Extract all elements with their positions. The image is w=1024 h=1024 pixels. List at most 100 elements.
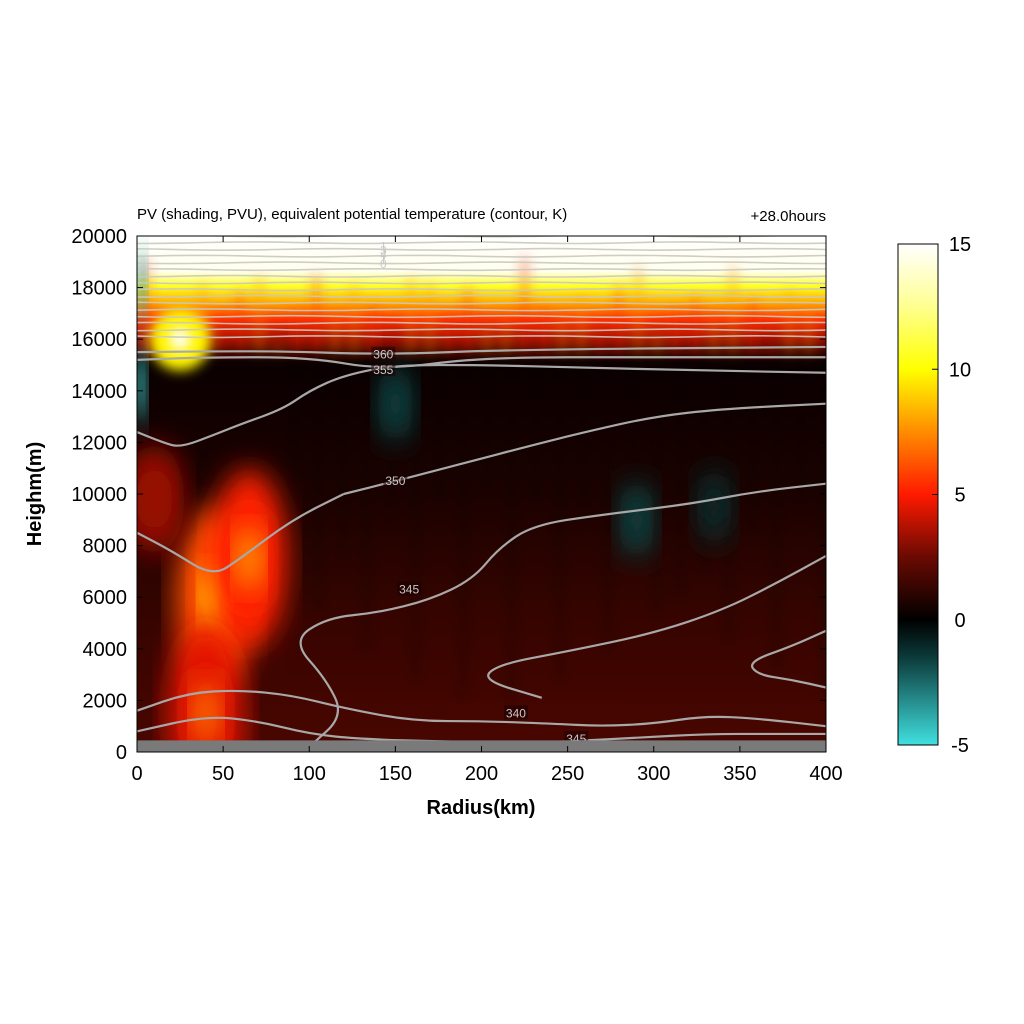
contour-label: 355 — [373, 363, 393, 377]
pv-feature — [169, 328, 191, 351]
pv-dark-streak — [292, 365, 298, 603]
theta-e-contour-upper — [137, 294, 826, 298]
time-label: +28.0hours — [751, 208, 826, 225]
pv-dark-streak — [822, 365, 826, 695]
pv-feature — [137, 361, 145, 410]
contour-label-upper: 3 — [380, 244, 387, 258]
colorbar-tick-label: 0 — [954, 610, 965, 632]
theta-e-contour-upper — [137, 314, 826, 319]
x-tick-label: 350 — [723, 763, 756, 785]
colorbar-tick-label: 15 — [949, 234, 971, 256]
x-tick-label: 50 — [212, 763, 234, 785]
pv-dark-streak — [557, 365, 563, 683]
theta-e-contour — [137, 493, 345, 573]
colorbar-ticks: -5 0 5 10 15 — [932, 234, 971, 757]
pv-feature — [625, 495, 648, 544]
chart-title: PV (shading, PVU), equivalent potential … — [137, 206, 567, 223]
pv-streak — [654, 334, 661, 355]
pv-dark-streak — [460, 365, 466, 699]
theta-e-contour-upper — [137, 334, 826, 339]
contour-label: 350 — [385, 474, 405, 488]
theta-e-contour — [299, 482, 826, 748]
colorbar-gradient — [897, 243, 939, 746]
y-tick-label: 0 — [116, 742, 127, 764]
pv-streak — [767, 344, 774, 355]
colorbar-tick-label: -5 — [951, 735, 969, 757]
x-tick-label: 300 — [637, 763, 670, 785]
colorbar: -5 0 5 10 15 — [897, 234, 971, 757]
theta-e-contour — [137, 363, 826, 447]
pv-dark-streak — [412, 365, 418, 682]
y-tick-label: 8000 — [83, 536, 128, 558]
pv-dark-streak — [533, 365, 539, 502]
contour-label: 360 — [373, 348, 393, 362]
contour-label-upper: 0 — [380, 257, 387, 271]
y-tick-label: 18000 — [71, 278, 127, 300]
pv-dark-streak — [677, 365, 683, 601]
contour-label-bg — [503, 705, 528, 720]
x-axis: 0 50 100 150 200 250 300 350 400 — [131, 236, 843, 785]
theta-e-contour-upper — [137, 321, 826, 325]
pv-dark-streak — [701, 365, 707, 574]
pv-dark-streak — [581, 365, 587, 526]
y-tick-label: 6000 — [83, 587, 128, 609]
y-axis: 0 2000 4000 6000 8000 10000 12000 14000 16000 180… — [71, 226, 826, 764]
pv-streak — [578, 294, 585, 355]
contour-label-bg — [371, 362, 396, 377]
x-tick-label: 150 — [379, 763, 412, 785]
pv-feature — [235, 527, 263, 590]
y-tick-label: 14000 — [71, 381, 127, 403]
y-tick-label: 20000 — [71, 226, 127, 248]
pv-dark-streak — [484, 365, 490, 495]
pv-feature — [703, 482, 725, 531]
colorbar-tick-label: 5 — [954, 485, 965, 507]
theta-e-contour — [137, 345, 826, 355]
pv-feature — [384, 379, 407, 428]
pv-streak — [597, 331, 604, 355]
y-tick-label: 2000 — [83, 690, 128, 712]
theta-e-contour-upper — [137, 281, 826, 285]
pv-streak — [445, 318, 452, 355]
pv-streak — [351, 284, 358, 355]
theta-e-contour — [751, 629, 826, 689]
x-tick-label: 400 — [809, 763, 842, 785]
pv-streak — [464, 288, 471, 355]
pv-streak — [426, 283, 433, 355]
pv-streak — [692, 297, 699, 355]
pv-dark-streak — [605, 365, 611, 654]
pv-streak — [748, 299, 755, 355]
pv-streak — [332, 313, 339, 355]
contour-label-bg — [371, 346, 396, 361]
contour-label-upper: 1 — [380, 252, 387, 266]
pv-dark-streak — [316, 365, 322, 613]
x-tick-label: 0 — [131, 763, 142, 785]
pv-feature — [192, 681, 220, 745]
theta-e-contour-upper — [137, 328, 826, 332]
theta-e-contour — [343, 402, 826, 496]
contour-label-upper: 4 — [380, 248, 387, 262]
y-tick-label: 4000 — [83, 639, 128, 661]
pv-dark-streak — [509, 365, 515, 699]
pv-feature — [137, 466, 173, 533]
theta-e-contour — [137, 689, 826, 728]
theta-e-contour-upper — [137, 268, 826, 272]
pv-streak — [502, 320, 509, 355]
pv-streak — [559, 319, 566, 355]
theta-e-contour-upper — [137, 247, 826, 252]
x-tick-label: 250 — [551, 763, 584, 785]
pv-dark-streak — [750, 365, 756, 536]
contour-label-bg — [397, 581, 422, 596]
theta-e-contour-upper — [137, 308, 826, 312]
x-axis-label: Radius(km) — [427, 797, 536, 819]
theta-e-contour — [487, 554, 826, 699]
theta-e-contour-upper — [137, 254, 826, 258]
pv-streak — [218, 310, 225, 355]
contour-label-bg — [383, 473, 408, 488]
pv-streak — [313, 275, 320, 355]
y-tick-label: 16000 — [71, 329, 127, 351]
theta-e-contour-upper — [137, 301, 826, 305]
pv-streak — [483, 328, 490, 355]
pv-dark-streak — [340, 365, 346, 562]
